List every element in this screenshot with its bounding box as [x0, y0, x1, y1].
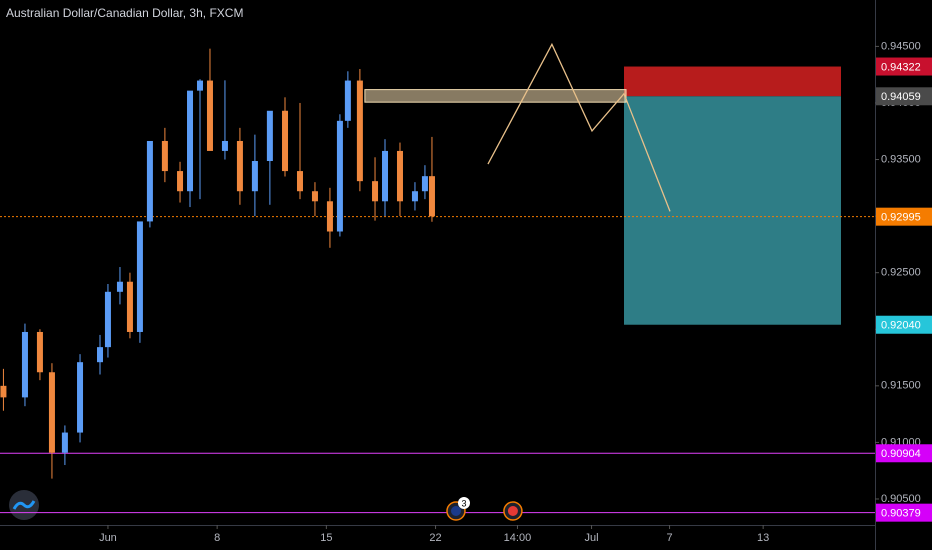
candle-body	[421, 176, 428, 192]
candle-body	[396, 150, 403, 202]
event-badge	[457, 497, 470, 509]
candle-body	[382, 150, 389, 202]
candle-body	[428, 176, 435, 217]
event-badge-text: 3	[461, 498, 466, 508]
candle-body	[187, 90, 194, 192]
x-tick-label: 8	[214, 532, 220, 544]
candle-body	[21, 331, 28, 398]
chart-title: Australian Dollar/Canadian Dollar, 3h, F…	[6, 6, 243, 20]
candle-body	[116, 281, 123, 292]
x-tick-label: 15	[320, 532, 332, 544]
candle-body	[236, 140, 243, 192]
price-label: 0.94059	[881, 91, 921, 103]
price-label-box	[876, 503, 932, 522]
candle-body	[77, 362, 84, 433]
price-label: 0.90904	[881, 448, 921, 460]
y-tick-label: 0.94500	[881, 40, 921, 52]
candle-body	[36, 331, 43, 373]
x-tick-label: 7	[666, 532, 672, 544]
price-label-box	[876, 315, 932, 334]
candle-body	[326, 201, 333, 232]
candle-body	[311, 191, 318, 202]
candle-body	[196, 80, 203, 91]
price-label: 0.92040	[881, 320, 921, 332]
price-label-box	[876, 207, 932, 226]
event-flag	[450, 506, 461, 516]
x-tick-label: 14:00	[504, 532, 532, 544]
price-label-box	[876, 444, 932, 463]
price-label: 0.94322	[881, 61, 921, 73]
candle-body	[411, 191, 418, 202]
y-tick-label: 0.92500	[881, 267, 921, 279]
x-tick-label: Jun	[99, 532, 117, 544]
candle-body	[356, 80, 363, 182]
candle-body	[104, 291, 111, 348]
candle-body	[161, 140, 168, 172]
candle-body	[372, 181, 379, 202]
candle-body	[126, 281, 133, 332]
y-tick-label: 0.93500	[881, 153, 921, 165]
price-label-box	[876, 57, 932, 76]
candle-body	[296, 171, 303, 192]
target-zone	[623, 96, 841, 325]
candle-body	[177, 171, 184, 192]
price-label-box	[876, 87, 932, 106]
price-label: 0.92995	[881, 212, 921, 224]
projection-path	[487, 42, 671, 212]
event-flag	[507, 506, 518, 516]
x-tick-label: Jul	[585, 532, 599, 544]
logo[interactable]	[9, 490, 39, 520]
candle-body	[136, 221, 143, 332]
price-label: 0.90379	[881, 508, 921, 520]
candle-body	[146, 140, 153, 222]
logo-mark[interactable]	[12, 500, 36, 510]
y-tick-label: 0.91500	[881, 380, 921, 392]
stop-zone	[623, 66, 841, 97]
candle-body	[336, 120, 343, 232]
x-tick-label: 22	[429, 532, 441, 544]
candle-body	[282, 110, 289, 172]
candle-body	[206, 80, 213, 151]
x-tick-label: 13	[757, 532, 769, 544]
y-tick-label: 0.90500	[881, 493, 921, 505]
candle-body	[344, 80, 351, 121]
candle-body	[221, 140, 228, 151]
candle-body	[266, 110, 273, 162]
candle-body	[0, 385, 7, 398]
candle-body	[251, 161, 258, 192]
candle-body	[61, 432, 68, 453]
candle-body	[96, 347, 103, 363]
candle-body	[48, 372, 55, 453]
supply-zone	[364, 89, 627, 103]
